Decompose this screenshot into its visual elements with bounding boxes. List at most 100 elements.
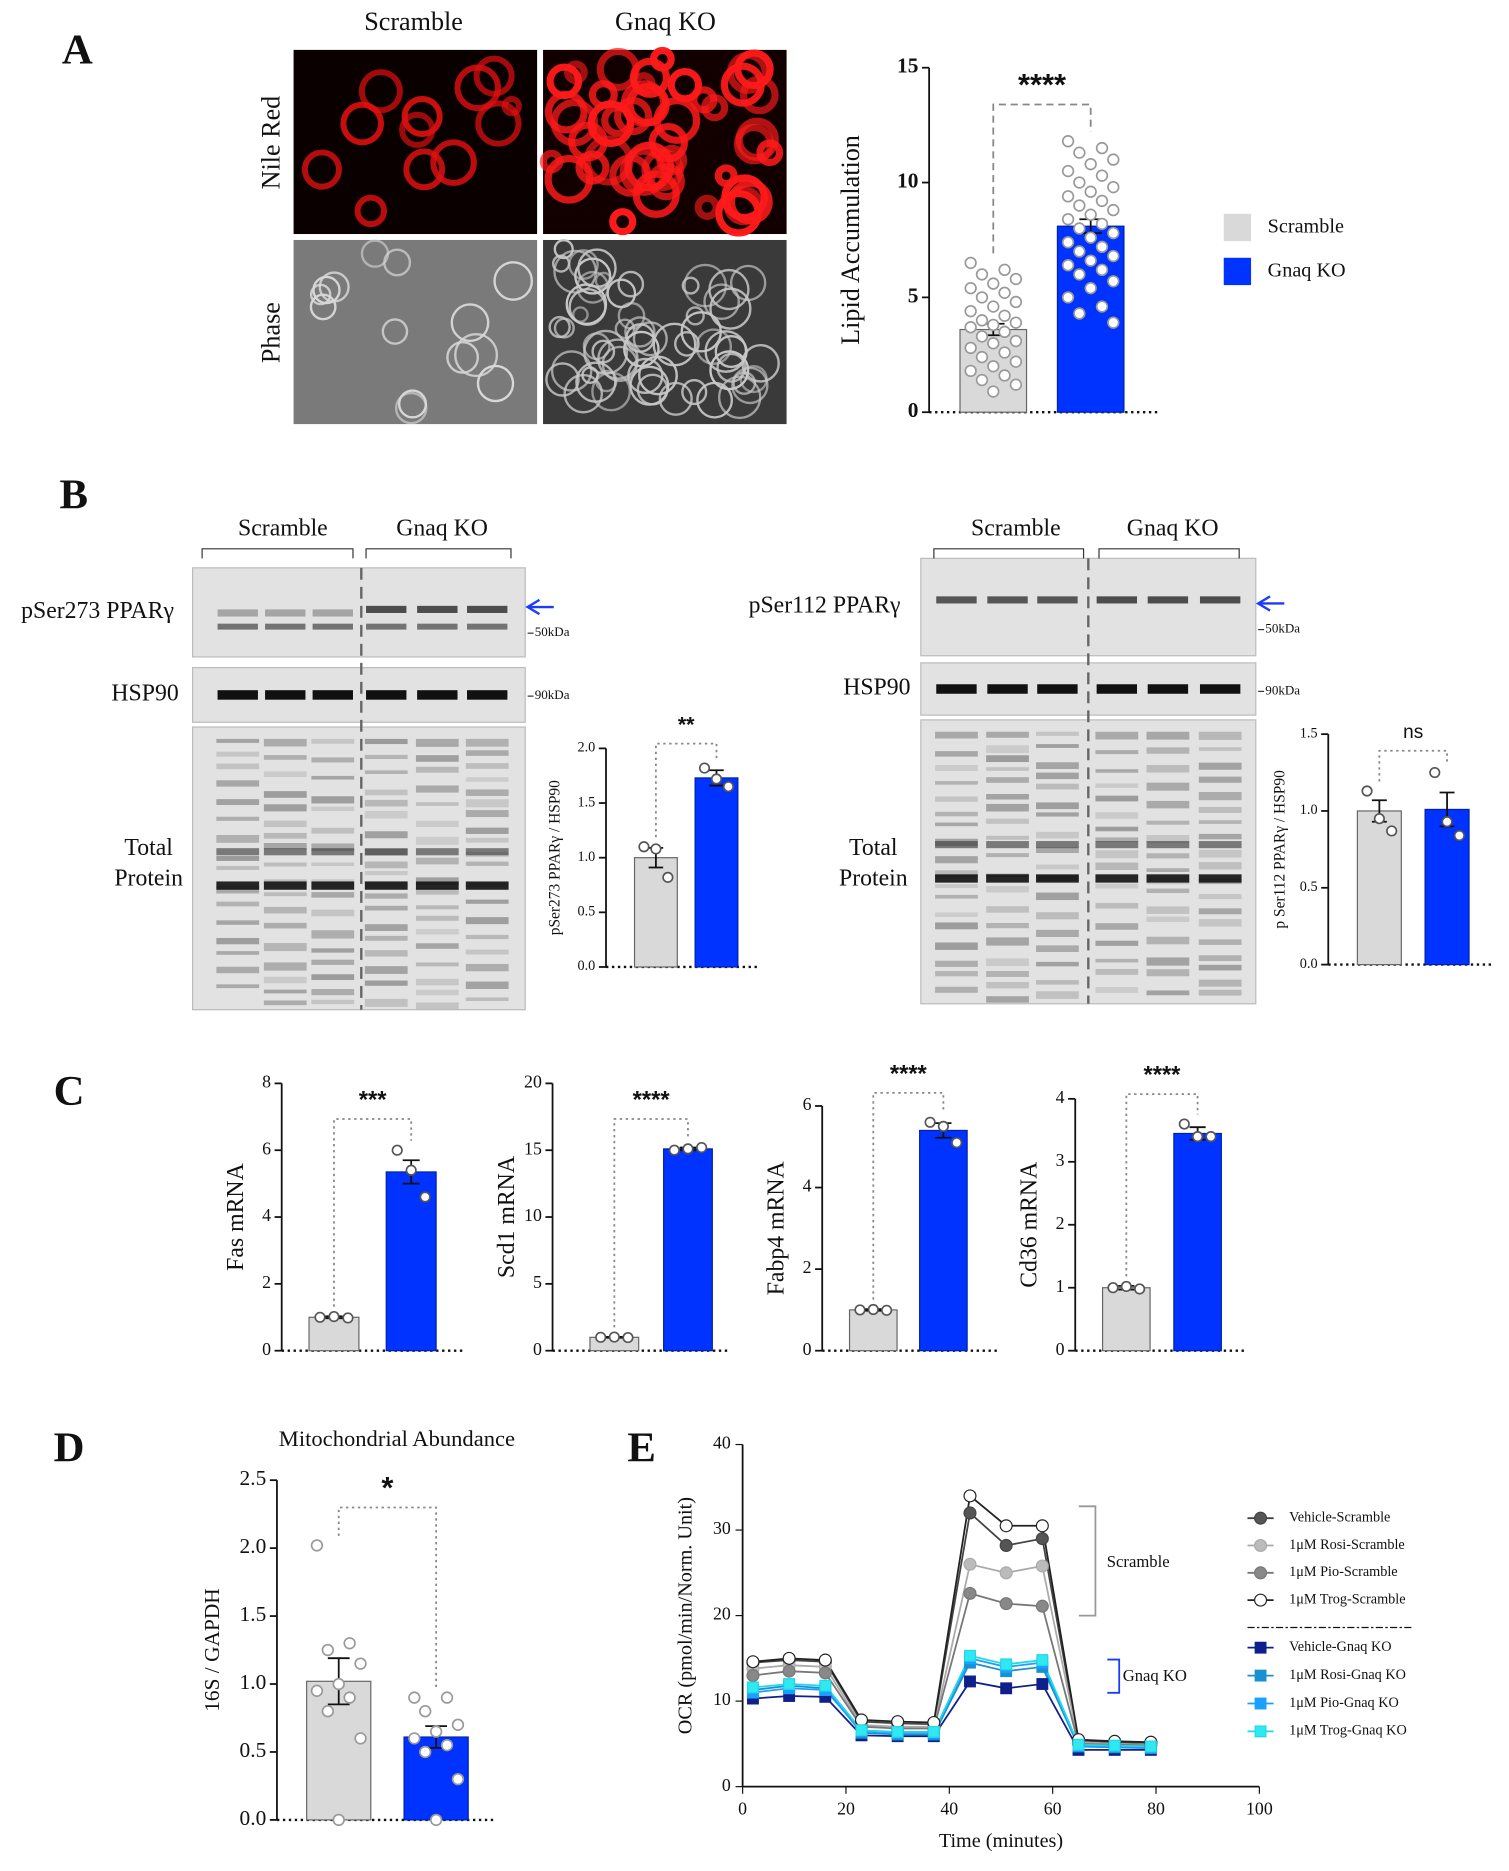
protein-band [216,738,260,743]
protein-band [1146,835,1190,844]
band [467,690,508,700]
band [417,623,458,630]
protein-band [415,978,459,986]
cell [695,328,733,365]
data-point [987,300,1000,313]
cell [609,208,637,236]
annotation: Scramble [1107,1552,1170,1571]
data-point [662,871,674,883]
data-point [429,1813,443,1827]
marker [854,1713,869,1727]
protein-band [263,804,307,812]
protein-band [935,942,978,950]
band [366,623,407,630]
protein-band [935,960,978,967]
protein-band [1036,772,1079,780]
data-point [698,762,711,774]
protein-band [1036,831,1079,839]
protein-band [263,862,307,867]
protein-band [986,767,1029,771]
data-point [964,321,977,334]
y-axis-label: Fabp4 mRNA [764,1161,790,1295]
cell [716,352,747,383]
group-label: Scramble [971,515,1061,541]
y-tick-label: 15 [524,1138,542,1158]
protein-band [263,881,307,890]
cell [714,164,738,188]
protein-band [1095,968,1139,975]
significance-label: ns [1403,722,1423,743]
size-marker: 50kDa [1265,621,1300,636]
panel-letter: A [62,26,93,73]
protein-band [935,922,978,930]
data-point [998,309,1011,322]
y-tick-label: 10 [713,1689,731,1709]
data-point [408,1691,421,1704]
data-point [419,1745,432,1759]
marker [999,1519,1013,1533]
data-point [440,1691,454,1704]
protein-band [1198,955,1242,962]
protein-band [1146,936,1190,945]
data-point [342,1312,354,1324]
protein-band [1198,731,1242,740]
cell [450,303,490,343]
protein-band [1146,853,1190,859]
x-tick-label: 40 [940,1799,958,1819]
data-point [408,1732,421,1745]
protein-band [364,871,408,876]
y-tick-label: 1.0 [240,1670,267,1694]
bar [1356,810,1402,966]
protein-band [1036,945,1079,953]
y-tick-label: 1 [1056,1276,1065,1296]
cell [399,111,436,148]
cell [680,311,722,353]
row-label: pSer112 PPARγ [749,592,901,618]
band [987,596,1028,604]
legend-marker [1254,1725,1267,1738]
data-point [1429,766,1441,779]
band [1199,596,1241,604]
legend-marker [1254,1538,1268,1553]
legend-marker [1254,1593,1268,1607]
legend-label: Vehicle-Scramble [1289,1509,1390,1525]
protein-band [1095,731,1139,740]
protein-band [935,894,978,899]
protein-band [1095,750,1139,755]
cell [312,275,341,305]
protein-band [465,997,509,1002]
y-tick-label: 3 [1056,1150,1065,1170]
protein-band [1095,837,1139,843]
arrow [525,598,554,616]
protein-band [364,966,408,974]
protein-band [415,755,459,762]
group-bracket [201,548,354,559]
data-point [1073,199,1086,212]
marker [818,1666,832,1680]
cell [553,317,575,339]
data-point [987,277,1000,290]
protein-band [465,963,509,972]
protein-band [415,943,459,949]
data-point [1009,316,1023,329]
micrograph [539,46,787,237]
band [265,623,306,630]
protein-band [1036,731,1079,736]
protein-band [465,934,509,940]
y-tick-label: 0 [1056,1339,1065,1359]
y-tick-label: 6 [262,1138,271,1158]
protein-band [465,750,509,756]
y-axis-label: OCR (pmol/min/Norm. Unit) [674,1497,696,1734]
cell [397,389,428,419]
data-point [1192,1131,1204,1143]
cell [446,341,480,374]
protein-band [986,835,1029,840]
cell [617,270,645,298]
protein-band [1036,912,1079,920]
cell [624,316,656,348]
cell [627,357,664,395]
cell [714,334,748,369]
protein-band [986,755,1029,763]
y-tick-label: 0.0 [578,958,596,974]
protein-band [935,870,978,879]
